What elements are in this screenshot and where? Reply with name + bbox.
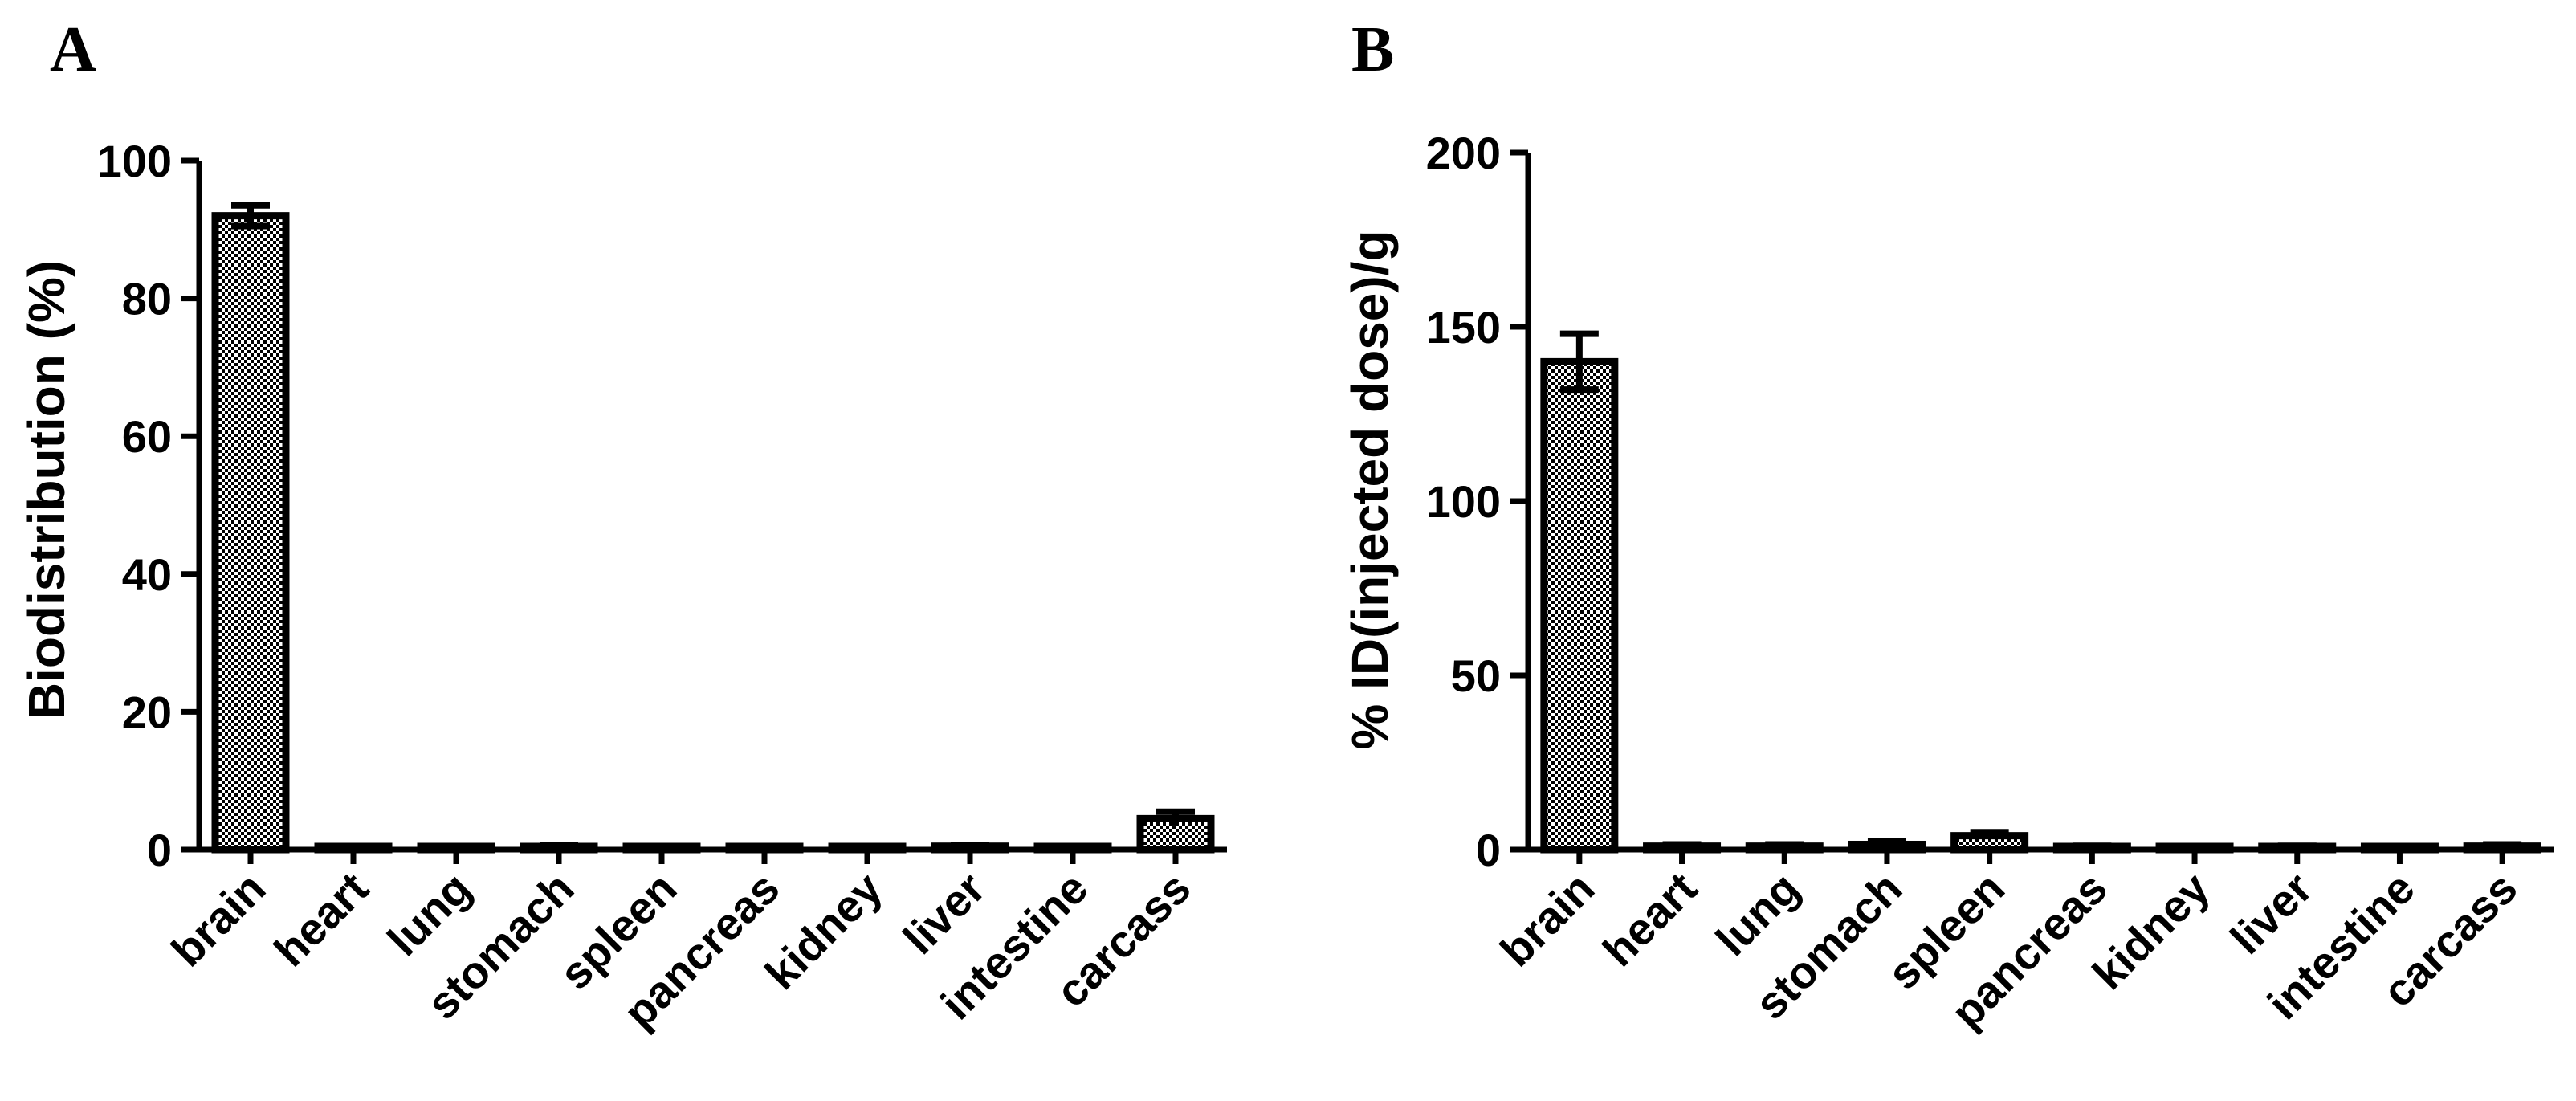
- panel-b-y-tick-label: 150: [1426, 302, 1501, 353]
- panel-b-y-ticks: 0 50 100 150 200: [1426, 128, 1528, 875]
- panel-b: B % ID(injected dose)/g 0 50 100 150 200 bra…: [1341, 14, 2554, 1038]
- panel-b-y-tick-label: 100: [1426, 476, 1501, 527]
- panel-a-y-tick-label: 40: [122, 549, 172, 600]
- panel-a-y-ticks: 0 20 40 60 80 100: [97, 136, 199, 875]
- panel-b-x-label-brain: brain: [1490, 862, 1604, 976]
- panel-a-bars: [211, 202, 1215, 854]
- panel-a-x-label-heart: heart: [264, 862, 377, 976]
- panel-b-bars: [1540, 330, 2541, 854]
- panel-b-y-axis-title: % ID(injected dose)/g: [1341, 230, 1399, 749]
- panel-b-y-tick-label: 0: [1476, 825, 1501, 875]
- panel-a-y-tick-label: 0: [147, 825, 172, 875]
- panel-b-x-label-kidney: kidney: [2083, 862, 2219, 999]
- panel-a-bar-brain: [211, 212, 290, 854]
- panel-a-x-label-kidney: kidney: [755, 862, 891, 999]
- panel-a-error-bar-carcass: [1156, 808, 1195, 826]
- panel-b-error-bar-brain: [1559, 330, 1599, 394]
- panel-b-bar-brain: [1540, 357, 1619, 854]
- panel-a-error-bar-brain: [231, 202, 270, 230]
- panel-a-y-axis-title: Biodistribution (%): [18, 260, 75, 720]
- panel-a-y-tick-label: 20: [122, 687, 172, 737]
- panel-a-letter: A: [50, 14, 96, 85]
- panel-a: A Biodistribution (%) 0 20 40 60 80 100 brain…: [18, 14, 1227, 1038]
- panel-b-error-bar-stomach: [1867, 838, 1906, 848]
- panel-a-y-tick-label: 80: [122, 274, 172, 324]
- panel-b-error-bar-spleen: [1970, 829, 2009, 839]
- panel-b-x-label-heart: heart: [1593, 862, 1706, 976]
- panel-a-y-tick-label: 60: [122, 411, 172, 462]
- panel-b-y-tick-label: 50: [1451, 650, 1501, 701]
- panel-b-y-tick-label: 200: [1426, 128, 1501, 178]
- panel-a-x-label-brain: brain: [161, 862, 275, 976]
- panel-b-letter: B: [1351, 14, 1394, 85]
- panel-a-y-tick-label: 100: [97, 136, 172, 186]
